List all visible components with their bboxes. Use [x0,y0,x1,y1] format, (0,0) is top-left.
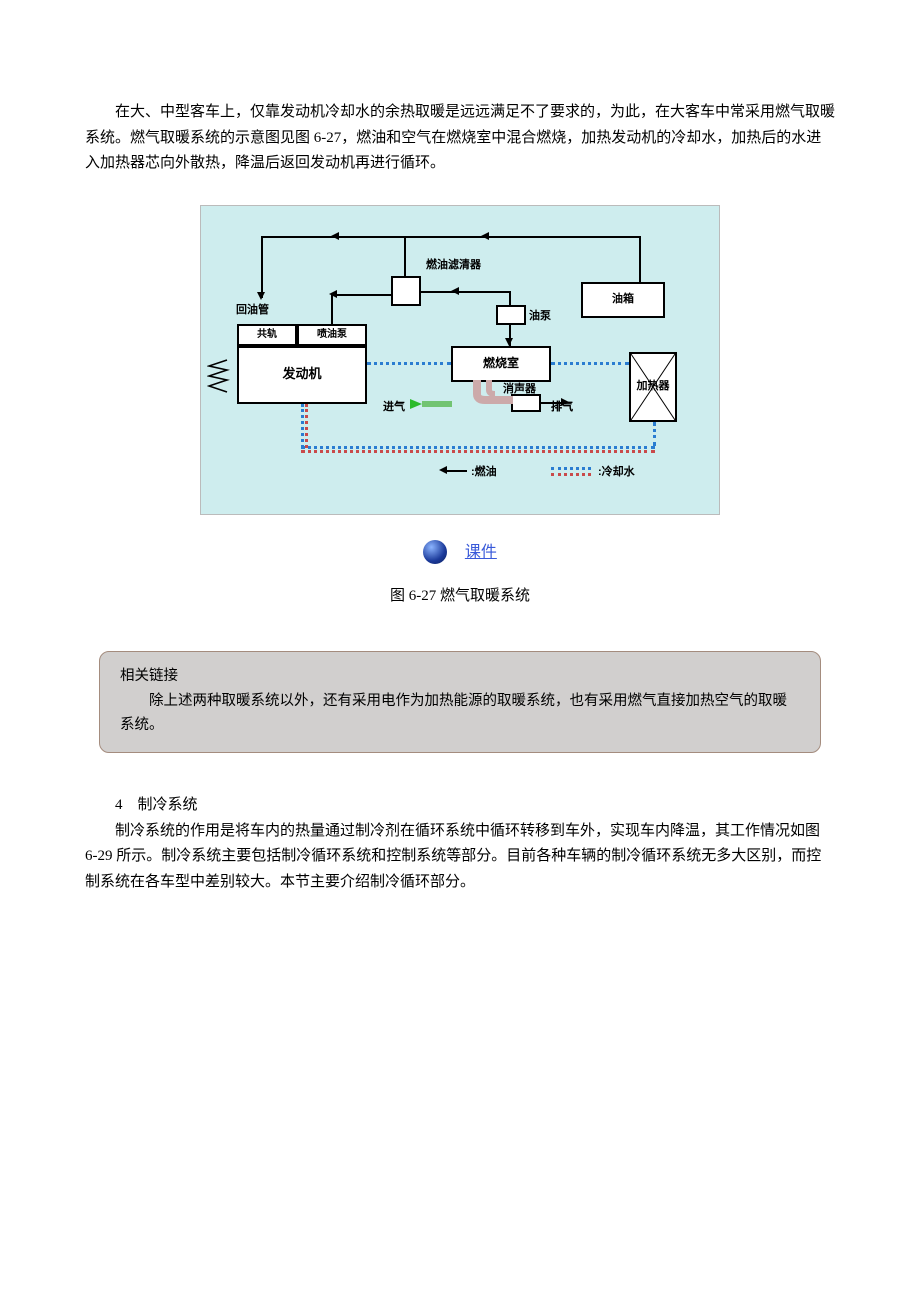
intake-label: 进气 [383,398,405,417]
cooling-fan-icon [207,356,233,396]
fuel-filter-box [391,276,421,306]
common-rail-box: 共轨 [237,324,297,346]
exhaust-label-2: 排气 [551,398,573,417]
cooling-paragraph: 制冷系统的作用是将车内的热量通过制冷剂在循环系统中循环转移到车外，实现车内降温，… [85,819,835,896]
heater-cross-icon [631,354,675,420]
fuel-tank-box: 油箱 [581,282,665,318]
infobox-title: 相关链接 [120,664,800,689]
oil-pump-label: 油泵 [529,307,551,326]
gas-heating-diagram: 回油管 燃油滤清器 油泵 油箱 共轨 喷油泵 发动机 燃烧室 [200,205,720,515]
figure-caption: 图 6-27 燃气取暖系统 [85,584,835,610]
exhaust-pipe-icon [471,380,521,404]
courseware-link[interactable]: 课件 [465,544,497,561]
courseware-row: 课件 [85,539,835,566]
engine-box: 发动机 [237,346,367,404]
oil-pump-box [496,305,526,325]
section-heading: 4 制冷系统 [85,793,835,819]
section-title: 制冷系统 [138,797,198,813]
globe-icon [423,540,447,564]
legend-cool-label: :冷却水 [598,463,635,482]
intro-paragraph: 在大、中型客车上，仅靠发动机冷却水的余热取暖是远远满足不了要求的，为此，在大客车… [85,100,835,177]
combustion-chamber-box: 燃烧室 [451,346,551,382]
diagram-container: 回油管 燃油滤清器 油泵 油箱 共轨 喷油泵 发动机 燃烧室 [200,205,720,515]
related-links-box: 相关链接 除上述两种取暖系统以外，还有采用电作为加热能源的取暖系统，也有采用燃气… [99,651,821,753]
section-num: 4 [115,797,123,813]
legend-fuel-label: :燃油 [471,463,497,482]
return-pipe-label: 回油管 [236,301,269,320]
infobox-body: 除上述两种取暖系统以外，还有采用电作为加热能源的取暖系统，也有采用燃气直接加热空… [120,689,800,738]
injection-pump-box: 喷油泵 [297,324,367,346]
fuel-filter-label: 燃油滤清器 [426,256,481,275]
